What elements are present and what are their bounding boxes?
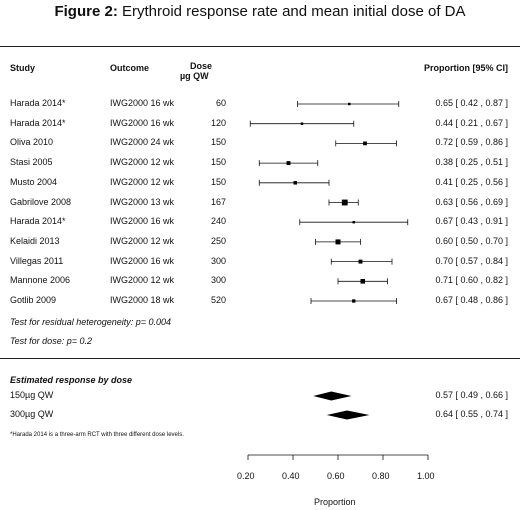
dose-test: Test for dose: p= 0.2: [10, 336, 92, 346]
row-dose: 60: [215, 98, 226, 108]
summary-label: 300µg QW: [10, 409, 54, 419]
row-outcome: IWG2000 16 wk: [110, 255, 175, 266]
summary-ci: 0.64 [ 0.55 , 0.74 ]: [435, 409, 508, 419]
row-outcome: IWG2000 12 wk: [110, 275, 175, 286]
x-tick-label: 0.60: [327, 471, 345, 481]
row-ci: 0.38 [ 0.25 , 0.51 ]: [435, 157, 508, 168]
point-estimate: [341, 199, 348, 206]
row-outcome: IWG2000 16 wk: [110, 98, 175, 108]
top-rule: [0, 46, 520, 47]
row-outcome: IWG2000 12 wk: [110, 176, 175, 187]
row-ci: 0.70 [ 0.57 , 0.84 ]: [435, 255, 508, 266]
row-dose: 167: [210, 196, 226, 207]
x-tick-label: 0.40: [282, 471, 300, 481]
point-estimate: [352, 220, 355, 224]
row-study: Musto 2004: [10, 176, 58, 187]
row-dose: 300: [210, 275, 226, 286]
row-dose: 150: [210, 137, 226, 148]
header-outcome: Outcome: [110, 63, 150, 73]
row-outcome: IWG2000 16 wk: [110, 216, 175, 227]
x-tick-label: 0.20: [237, 471, 255, 481]
row-ci: 0.65 [ 0.42 , 0.87 ]: [435, 98, 508, 108]
row-outcome: IWG2000 12 wk: [110, 157, 175, 168]
row-outcome: IWG2000 12 wk: [110, 235, 175, 246]
x-tick-label: 0.80: [372, 471, 390, 481]
row-ci: 0.60 [ 0.50 , 0.70 ]: [435, 235, 508, 246]
point-estimate: [358, 259, 363, 264]
middle-rule: [0, 358, 520, 359]
row-outcome: IWG2000 24 wk: [110, 137, 175, 148]
header-proportion: Proportion [95% CI]: [423, 63, 508, 73]
heterogeneity-test: Test for residual heterogeneity: p= 0.00…: [10, 317, 172, 327]
row-study: Mannone 2006: [10, 275, 71, 286]
figure-title-text: Erythroid response rate and mean initial…: [121, 3, 466, 20]
row-outcome: IWG2000 16 wk: [110, 117, 175, 128]
row-study: Gotlib 2009: [10, 295, 57, 305]
row-dose: 300: [210, 255, 226, 266]
summary-label: 150µg QW: [10, 390, 54, 400]
figure-title: Figure 2: Erythroid response rate and me…: [0, 3, 520, 20]
figure-label: Figure 2:: [54, 3, 118, 20]
point-estimate: [300, 122, 304, 125]
row-study: Gabrilove 2008: [10, 196, 72, 207]
point-estimate: [352, 299, 356, 303]
point-estimate: [286, 161, 291, 166]
summary-diamond: [313, 391, 352, 401]
row-outcome: IWG2000 18 wk: [110, 295, 175, 305]
x-axis-label: Proportion: [314, 497, 356, 507]
header-dose: Dose: [190, 61, 213, 71]
row-study: Harada 2014*: [10, 117, 66, 128]
row-study: Harada 2014*: [10, 98, 66, 108]
row-outcome: IWG2000 13 wk: [110, 196, 175, 207]
row-ci: 0.72 [ 0.59 , 0.86 ]: [435, 137, 508, 148]
row-study: Kelaidi 2013: [10, 235, 60, 246]
row-study: Villegas 2011: [10, 255, 64, 266]
row-study: Stasi 2005: [10, 157, 53, 168]
x-tick-label: 1.00: [417, 471, 435, 481]
row-dose: 120: [210, 117, 226, 128]
estimated-heading: Estimated response by dose: [10, 375, 133, 385]
row-ci: 0.44 [ 0.21 , 0.67 ]: [435, 117, 508, 128]
header-dose-unit: µg QW: [180, 71, 209, 81]
summary-diamond: [326, 410, 370, 420]
row-dose: 240: [210, 216, 226, 227]
row-dose: 520: [210, 295, 226, 305]
row-dose: 150: [210, 176, 226, 187]
point-estimate: [363, 141, 367, 146]
row-ci: 0.71 [ 0.60 , 0.82 ]: [435, 275, 508, 286]
point-estimate: [348, 102, 351, 106]
summary-ci: 0.57 [ 0.49 , 0.66 ]: [435, 390, 508, 400]
row-study: Oliva 2010: [10, 137, 54, 148]
point-estimate: [360, 279, 366, 284]
point-estimate: [293, 181, 298, 185]
header-study: Study: [10, 63, 36, 73]
row-ci: 0.41 [ 0.25 , 0.56 ]: [435, 176, 508, 187]
row-dose: 150: [210, 157, 226, 168]
point-estimate: [335, 239, 341, 245]
row-ci: 0.63 [ 0.56 , 0.69 ]: [435, 196, 508, 207]
row-dose: 250: [210, 235, 226, 246]
footnote: *Harada 2014 is a three-arm RCT with thr…: [10, 432, 184, 438]
row-study: Harada 2014*: [10, 216, 66, 227]
row-ci: 0.67 [ 0.43 , 0.91 ]: [435, 216, 508, 227]
row-ci: 0.67 [ 0.48 , 0.86 ]: [435, 295, 508, 305]
